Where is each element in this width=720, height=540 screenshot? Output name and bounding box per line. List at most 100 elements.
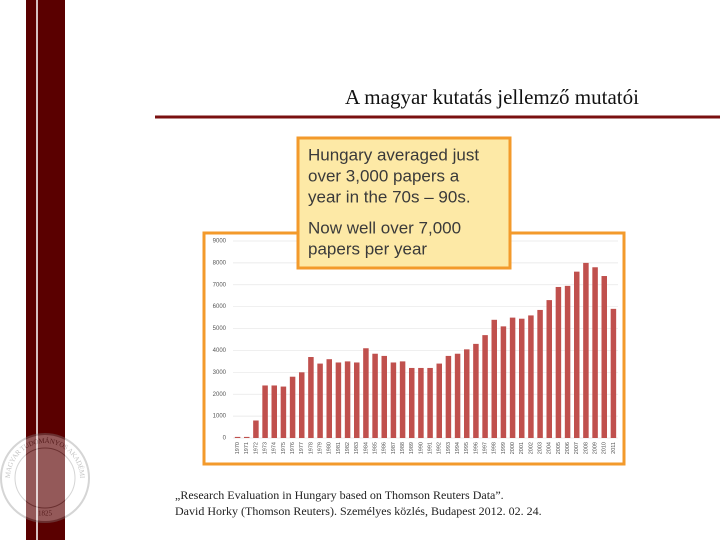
x-tick-label: 1983 (354, 442, 360, 454)
y-tick-label: 0 (223, 436, 227, 442)
bar (500, 326, 507, 438)
bar (528, 315, 534, 438)
x-tick-label: 1975 (281, 442, 287, 454)
x-tick-label: 1989 (409, 442, 415, 454)
bar (262, 385, 268, 438)
x-tick-label: 1984 (363, 442, 369, 454)
x-tick-label: 2002 (528, 442, 534, 454)
x-tick-label: 1981 (336, 442, 342, 454)
bar (372, 353, 378, 438)
bar (473, 343, 479, 438)
callout-line: papers per year (308, 239, 427, 258)
bar (555, 286, 562, 438)
bar (271, 385, 277, 438)
bar (326, 359, 332, 438)
x-tick-label: 1987 (391, 442, 397, 454)
bar (436, 363, 442, 438)
x-tick-label: 1995 (464, 442, 470, 454)
bar (399, 361, 406, 438)
y-tick-label: 8000 (213, 260, 227, 266)
bar (363, 348, 369, 438)
bar (289, 376, 296, 438)
caption-line: „Research Evaluation in Hungary based on… (175, 488, 504, 502)
bar (427, 367, 433, 438)
bar (546, 300, 552, 438)
x-tick-label: 1972 (253, 442, 259, 454)
x-tick-label: 1998 (492, 442, 498, 454)
bar (491, 319, 497, 438)
bar (418, 367, 424, 438)
bar (299, 372, 305, 438)
bar (244, 436, 250, 438)
bar (592, 267, 598, 438)
bar (574, 271, 580, 438)
y-tick-label: 6000 (213, 304, 227, 310)
callout-line: year in the 70s – 90s. (308, 187, 471, 206)
x-tick-label: 2003 (538, 442, 544, 454)
bar (610, 308, 617, 438)
x-tick-label: 1996 (473, 442, 479, 454)
y-tick-label: 3000 (213, 370, 227, 376)
bar (409, 367, 415, 438)
x-tick-label: 1985 (373, 442, 379, 454)
bar (601, 276, 607, 438)
x-tick-label: 1994 (455, 442, 461, 454)
x-tick-label: 1977 (299, 442, 305, 454)
bar (234, 436, 241, 438)
x-tick-label: 2005 (556, 442, 562, 454)
side-band (26, 0, 65, 540)
bar (354, 362, 360, 438)
bar (381, 355, 387, 438)
x-tick-label: 1990 (418, 442, 424, 454)
bar (253, 420, 259, 438)
x-tick-label: 2007 (574, 442, 580, 454)
caption-line: David Horky (Thomson Reuters). Személyes… (175, 504, 542, 518)
x-tick-label: 2004 (547, 442, 553, 454)
seal-inner (14, 447, 76, 509)
bar (509, 317, 516, 438)
callout-box (296, 136, 512, 270)
x-tick-label: 1993 (446, 442, 452, 454)
y-tick-label: 7000 (213, 282, 227, 288)
x-tick-label: 2009 (593, 442, 599, 454)
x-tick-label: 2006 (565, 442, 571, 454)
x-tick-label: 1970 (235, 442, 241, 454)
bar (344, 361, 351, 438)
bar (335, 362, 342, 438)
bar (317, 363, 323, 438)
x-tick-label: 2011 (611, 442, 617, 454)
x-tick-label: 1982 (345, 442, 351, 454)
x-tick-label: 1971 (244, 442, 250, 454)
x-tick-label: 1992 (437, 442, 443, 454)
callout-line: Hungary averaged just (308, 145, 479, 164)
plot: 0 1000 2000 3000 4000 5000 6000 7000 8000 9000 197… (213, 239, 618, 454)
bar (564, 285, 571, 438)
callout-line: Now well over 7,000 (308, 218, 461, 237)
bar (445, 355, 452, 438)
x-tick-label: 1980 (327, 442, 333, 454)
x-tick-label: 1978 (308, 442, 314, 454)
y-tick-label: 2000 (213, 392, 227, 398)
bar (280, 386, 287, 438)
x-tick-label: 1976 (290, 442, 296, 454)
x-tick-label: 1999 (501, 442, 507, 454)
y-tick-label: 4000 (213, 348, 227, 354)
bar (464, 349, 470, 438)
x-tick-label: 1988 (400, 442, 406, 454)
bar (519, 318, 525, 438)
x-tick-label: 2010 (602, 442, 608, 454)
bar (454, 353, 461, 438)
y-tick-label: 9000 (213, 239, 227, 245)
seal-year: 1825 (38, 510, 53, 518)
y-tick-label: 5000 (213, 326, 227, 332)
callout-line: over 3,000 papers a (308, 166, 460, 185)
slide-title: A magyar kutatás jellemző mutatói (345, 85, 639, 109)
bar (308, 357, 314, 438)
x-tick-label: 1974 (272, 442, 278, 454)
bar (537, 309, 543, 438)
bar (390, 362, 397, 438)
x-tick-label: 1979 (318, 442, 324, 454)
callout: Hungary averaged just over 3,000 papers … (308, 145, 479, 258)
x-tick-label: 2000 (510, 442, 516, 454)
